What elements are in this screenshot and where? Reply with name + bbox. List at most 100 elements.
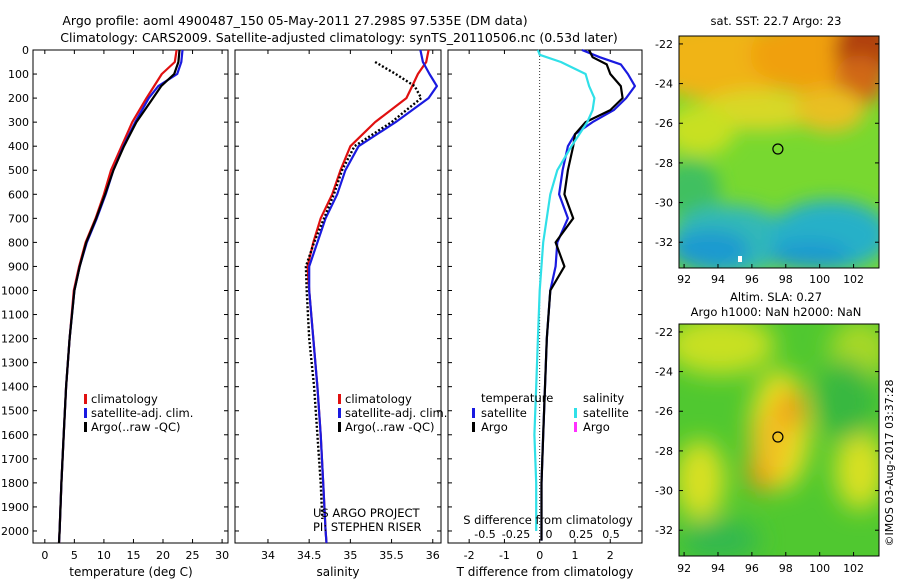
series-line-argo-raw-qc-: [304, 60, 423, 520]
series-line-salinity-satellite: [533, 49, 596, 531]
lon-tick-label: 100: [809, 562, 830, 575]
lat-tick-label: -26: [655, 405, 673, 418]
s-difference-axis-label: S difference from climatology: [463, 513, 633, 527]
x-tick-label: 0: [41, 549, 48, 562]
lat-tick-label: -30: [655, 485, 673, 498]
legend-swatch-temperature-satellite: [472, 408, 475, 418]
x-tick-label: 35: [343, 549, 357, 562]
pi-credit: PI: STEPHEN RISER: [313, 520, 422, 534]
depth-tick-label: 1300: [1, 357, 29, 370]
temperature-axis-label: temperature (deg C): [69, 565, 192, 579]
depth-tick-label: 500: [8, 164, 29, 177]
lat-tick-label: -32: [655, 524, 673, 537]
legend-label-satellite: satellite-adj. clim.: [91, 406, 193, 420]
imos-timestamp: ©IMOS 03-Aug-2017 03:37:28: [883, 380, 896, 547]
legend-swatch-argo: [84, 422, 87, 432]
legend-swatch-argo: [338, 422, 341, 432]
difference-profile-panel: -2 -1 0 1 2 -0.5 -0.25 0 0.25 0.5: [447, 48, 643, 562]
s-diff-tick-label: 0: [546, 528, 553, 541]
legend-swatch-climatology: [84, 394, 87, 404]
lat-tick-label: -26: [655, 117, 673, 130]
x-tick-label: 34.5: [297, 549, 322, 562]
legend-label-climatology: climatology: [91, 392, 158, 406]
lon-tick-label: 92: [677, 273, 691, 286]
t-difference-axis-label: T difference from climatology: [456, 565, 634, 579]
depth-tick-label: 1100: [1, 309, 29, 322]
salinity-legend: climatology satellite-adj. clim. Argo(..…: [338, 392, 447, 434]
x-tick-label: 34: [261, 549, 275, 562]
lon-tick-label: 94: [711, 562, 725, 575]
salinity-profile-panel: 34 34.5 35 35.5 36: [234, 49, 442, 562]
legend-title-temperature: temperature: [481, 391, 553, 405]
x-tick-label: 10: [97, 549, 111, 562]
x-tick-label: 0: [536, 549, 543, 562]
lon-tick-label: 96: [745, 273, 759, 286]
legend-swatch-salinity-satellite: [574, 408, 577, 418]
lon-tick-label: 98: [779, 273, 793, 286]
depth-tick-label: 2000: [1, 525, 29, 538]
legend-label-temperature-argo: Argo: [481, 420, 508, 434]
legend-label-satellite: satellite-adj. clim.: [345, 406, 447, 420]
sst-map: [679, 36, 879, 268]
depth-tick-label: 300: [8, 116, 29, 129]
lon-tick-label: 102: [843, 273, 864, 286]
sst-float-position-marker: [772, 143, 784, 155]
series-line-satellite-adj-clim-: [308, 49, 438, 544]
temperature-profile-panel: 0100200300400500600700800900100011001200…: [1, 44, 229, 562]
series-line-temperature-argo: [540, 49, 624, 541]
series-line-climatology: [57, 49, 178, 544]
legend-title-salinity: salinity: [583, 391, 624, 405]
series-line-climatology: [306, 49, 430, 544]
depth-tick-label: 1400: [1, 381, 29, 394]
depth-tick-label: 0: [22, 44, 29, 57]
lon-tick-label: 94: [711, 273, 725, 286]
x-tick-label: 1: [571, 549, 578, 562]
lat-tick-label: -24: [655, 78, 673, 91]
legend-swatch-temperature-argo: [472, 422, 475, 432]
s-diff-tick-label: -0.5: [474, 528, 495, 541]
x-tick-label: 15: [126, 549, 140, 562]
s-diff-tick-label: 0.25: [569, 528, 594, 541]
depth-tick-label: 1500: [1, 405, 29, 418]
legend-label-climatology: climatology: [345, 392, 412, 406]
x-tick-label: 30: [215, 549, 229, 562]
lat-tick-label: -28: [655, 157, 673, 170]
sla-map: [679, 324, 879, 556]
sst-map-frame: [678, 35, 880, 269]
series-line-satellite-adj-clim-: [57, 49, 184, 544]
lon-tick-label: 102: [843, 562, 864, 575]
lat-tick-label: -28: [655, 445, 673, 458]
lat-tick-label: -22: [655, 326, 673, 339]
x-tick-label: 36: [426, 549, 440, 562]
depth-tick-label: 1900: [1, 501, 29, 514]
legend-label-argo: Argo(..raw -QC): [91, 420, 181, 434]
depth-tick-label: 1700: [1, 453, 29, 466]
legend-label-salinity-argo: Argo: [583, 420, 610, 434]
legend-swatch-satellite: [338, 408, 341, 418]
lat-tick-label: -24: [655, 366, 673, 379]
depth-tick-label: 400: [8, 140, 29, 153]
depth-tick-label: 1200: [1, 333, 29, 346]
legend-label-salinity-satellite: satellite: [583, 406, 629, 420]
legend-swatch-climatology: [338, 394, 341, 404]
lat-tick-label: -22: [655, 38, 673, 51]
sla-float-position-marker: [772, 431, 784, 443]
difference-legend: temperature salinity satellite Argo sate…: [472, 391, 629, 434]
lon-tick-label: 98: [779, 562, 793, 575]
depth-tick-label: 600: [8, 188, 29, 201]
series-line-argo-raw-qc-: [57, 49, 181, 544]
lat-tick-label: -30: [655, 197, 673, 210]
x-tick-label: -2: [464, 549, 475, 562]
s-diff-tick-label: 0.5: [602, 528, 620, 541]
salinity-axis-label: salinity: [316, 565, 359, 579]
lon-tick-label: 100: [809, 273, 830, 286]
temperature-legend: climatology satellite-adj. clim. Argo(..…: [84, 392, 193, 434]
depth-tick-label: 1000: [1, 284, 29, 297]
figure-title-line1: Argo profile: aoml 4900487_150 05-May-20…: [62, 13, 527, 28]
depth-tick-label: 700: [8, 212, 29, 225]
legend-swatch-satellite: [84, 408, 87, 418]
x-tick-label: 25: [186, 549, 200, 562]
depth-tick-label: 1800: [1, 477, 29, 490]
x-tick-label: 20: [156, 549, 170, 562]
